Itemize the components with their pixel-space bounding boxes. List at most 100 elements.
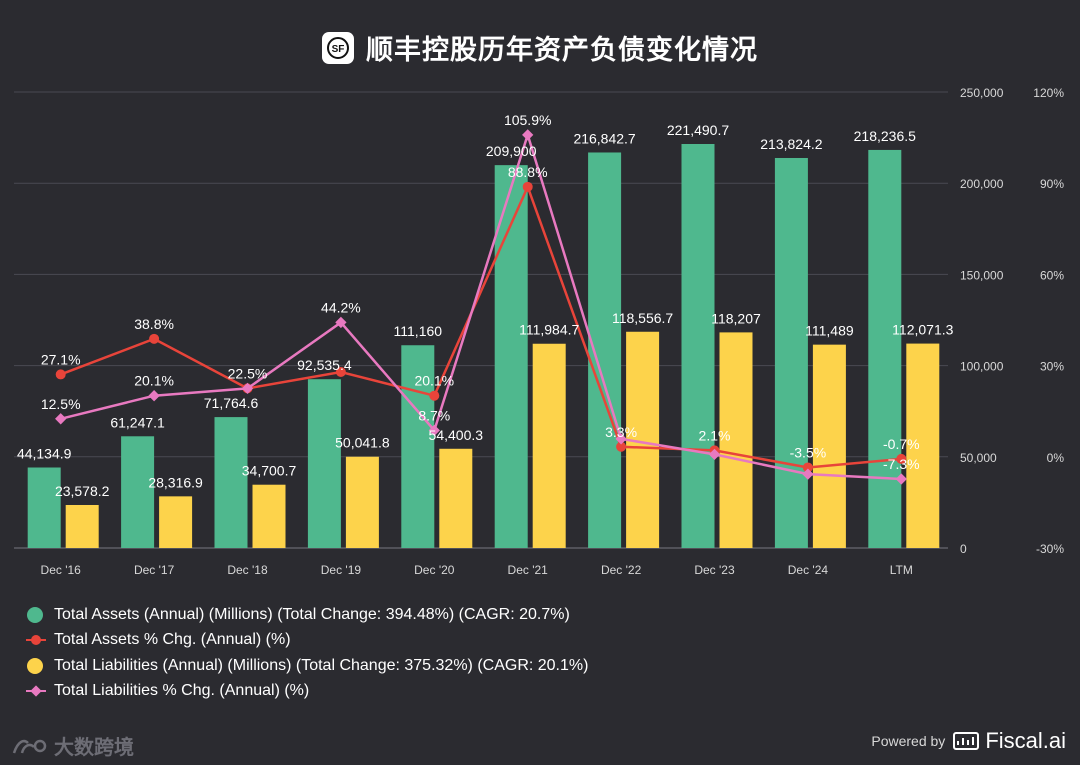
chart-legend: Total Assets (Annual) (Millions) (Total …	[26, 602, 588, 704]
bar-total-liabilities	[719, 332, 753, 548]
data-label-total-liabilities: 54,400.3	[429, 427, 484, 443]
point-liabilities-pct	[148, 390, 160, 402]
right-axis-tick: -30%	[1036, 542, 1064, 556]
point-liabilities-pct	[895, 473, 907, 485]
point-liabilities-pct	[55, 413, 67, 425]
footer-brand: Powered by Fiscal.ai	[871, 728, 1066, 754]
watermark-text: 大数跨境	[54, 737, 134, 759]
data-label-liabilities-pct: 105.9%	[504, 112, 551, 128]
powered-by-text: Powered by	[871, 733, 946, 749]
series-line-assets-pct	[60, 183, 902, 469]
watermark: 大数跨境	[12, 731, 134, 760]
data-label-total-assets: 61,247.1	[110, 414, 165, 430]
data-label-total-assets: 216,842.7	[573, 130, 635, 146]
fiscal-logo-icon	[953, 732, 980, 750]
data-label-assets-pct: 27.1%	[41, 351, 81, 367]
legend-item-total-assets[interactable]: Total Assets (Annual) (Millions) (Total …	[26, 602, 588, 628]
point-liabilities-pct	[522, 129, 534, 141]
data-label-total-assets: 71,764.6	[204, 395, 259, 411]
data-label-total-assets: 221,490.7	[667, 122, 729, 138]
sf-logo: SF	[322, 31, 354, 64]
brand[interactable]: Fiscal.ai	[953, 728, 1066, 754]
left-axis-tick: 250,000	[960, 86, 1004, 100]
data-label-total-assets: 92,535.4	[297, 357, 352, 373]
right-axis-tick: 120%	[1033, 86, 1064, 100]
legend-line-circle-icon	[26, 635, 46, 646]
data-label-assets-pct: 20.1%	[414, 373, 454, 389]
data-label-total-liabilities: 111,984.7	[519, 322, 579, 338]
point-assets-pct	[896, 453, 907, 464]
bar-total-assets	[868, 149, 902, 548]
data-label-total-liabilities: 23,578.2	[55, 483, 110, 499]
data-label-assets-pct: -0.7%	[883, 436, 920, 452]
brand-name: Fiscal.ai	[985, 728, 1066, 753]
x-axis-tick: Dec '21	[508, 563, 549, 577]
x-axis-tick: Dec '18	[227, 563, 268, 577]
point-assets-pct	[429, 390, 440, 401]
legend-label: Total Assets (Annual) (Millions) (Total …	[54, 605, 570, 623]
x-axis-tick: Dec '17	[134, 563, 175, 577]
data-label-assets-pct: 88.8%	[508, 164, 548, 180]
point-liabilities-pct	[335, 316, 347, 329]
data-label-liabilities-pct: 20.1%	[134, 373, 174, 389]
data-label-assets-pct: 38.8%	[134, 316, 174, 332]
point-assets-pct	[616, 441, 627, 452]
data-label-assets-pct: -3.5%	[790, 444, 827, 460]
data-label-total-liabilities: 50,041.8	[335, 435, 390, 451]
point-assets-pct	[335, 366, 346, 377]
bar-total-assets	[121, 436, 155, 548]
bar-total-liabilities	[345, 456, 379, 548]
data-label-total-assets: 218,236.5	[854, 128, 916, 144]
chart-canvas: 0 -30% 50,000 0% 100,000 30% 150,000 60% 200,000…	[14, 86, 1065, 577]
series-line-liabilities-pct	[60, 130, 902, 481]
chart-header: SF 顺丰控股历年资产负债变化情况	[0, 28, 1080, 67]
legend-item-liabilities-pct[interactable]: Total Liabilities % Chg. (Annual) (%)	[26, 679, 588, 705]
bar-total-liabilities	[252, 484, 286, 548]
bar-total-liabilities	[439, 448, 473, 548]
left-axis-tick: 50,000	[960, 451, 997, 465]
x-axis-tick: Dec '22	[601, 563, 642, 577]
point-assets-pct	[149, 333, 160, 344]
left-axis-tick: 100,000	[960, 360, 1004, 374]
left-axis-tick: 0	[960, 542, 967, 556]
bar-total-assets	[774, 157, 808, 548]
bar-total-assets	[214, 417, 248, 548]
data-label-liabilities-pct: 12.5%	[41, 396, 81, 412]
right-axis-tick: 0%	[1047, 451, 1065, 465]
bar-total-liabilities	[65, 504, 99, 548]
bar-total-liabilities	[812, 344, 846, 548]
data-label-assets-pct: 3.3%	[605, 424, 637, 440]
right-axis-tick: 30%	[1040, 360, 1064, 374]
bar-total-assets	[27, 467, 61, 548]
data-label-liabilities-pct: 44.2%	[321, 299, 361, 315]
data-label-total-assets: 111,160	[394, 323, 443, 339]
x-axis-tick: LTM	[890, 563, 913, 577]
chart-title: 顺丰控股历年资产负债变化情况	[366, 35, 758, 65]
data-label-total-assets: 209,900	[486, 143, 537, 159]
data-label-liabilities-pct: 8.7%	[418, 407, 450, 423]
data-label-total-assets: 44,134.9	[17, 445, 72, 461]
legend-item-total-liabilities[interactable]: Total Liabilities (Annual) (Millions) (T…	[26, 653, 588, 679]
legend-item-assets-pct[interactable]: Total Assets % Chg. (Annual) (%)	[26, 628, 588, 654]
bar-total-assets	[401, 345, 435, 548]
bar-total-liabilities	[159, 496, 193, 548]
x-axis-tick: Dec '20	[414, 563, 455, 577]
data-label-assets-pct: 22.5%	[228, 365, 268, 381]
data-label-total-liabilities: 34,700.7	[242, 463, 297, 479]
point-liabilities-pct	[802, 468, 814, 480]
legend-label: Total Liabilities (Annual) (Millions) (T…	[54, 656, 589, 674]
data-label-total-liabilities: 118,207	[711, 310, 761, 326]
legend-label: Total Liabilities % Chg. (Annual) (%)	[54, 682, 310, 700]
bar-total-liabilities	[532, 343, 566, 548]
data-label-assets-pct: 2.1%	[699, 427, 731, 443]
point-assets-pct	[802, 462, 813, 473]
legend-circle-icon	[27, 606, 43, 623]
data-label-total-liabilities: 112,071.3	[892, 322, 953, 338]
sf-logo-icon: SF	[327, 36, 349, 59]
bar-total-liabilities	[906, 343, 940, 548]
bar-total-assets	[307, 379, 341, 548]
bar-total-assets	[494, 165, 528, 548]
data-label-total-assets: 213,824.2	[760, 136, 822, 152]
x-axis-tick: Dec '16	[41, 563, 82, 577]
data-label-liabilities-pct: -7.3%	[883, 456, 920, 472]
